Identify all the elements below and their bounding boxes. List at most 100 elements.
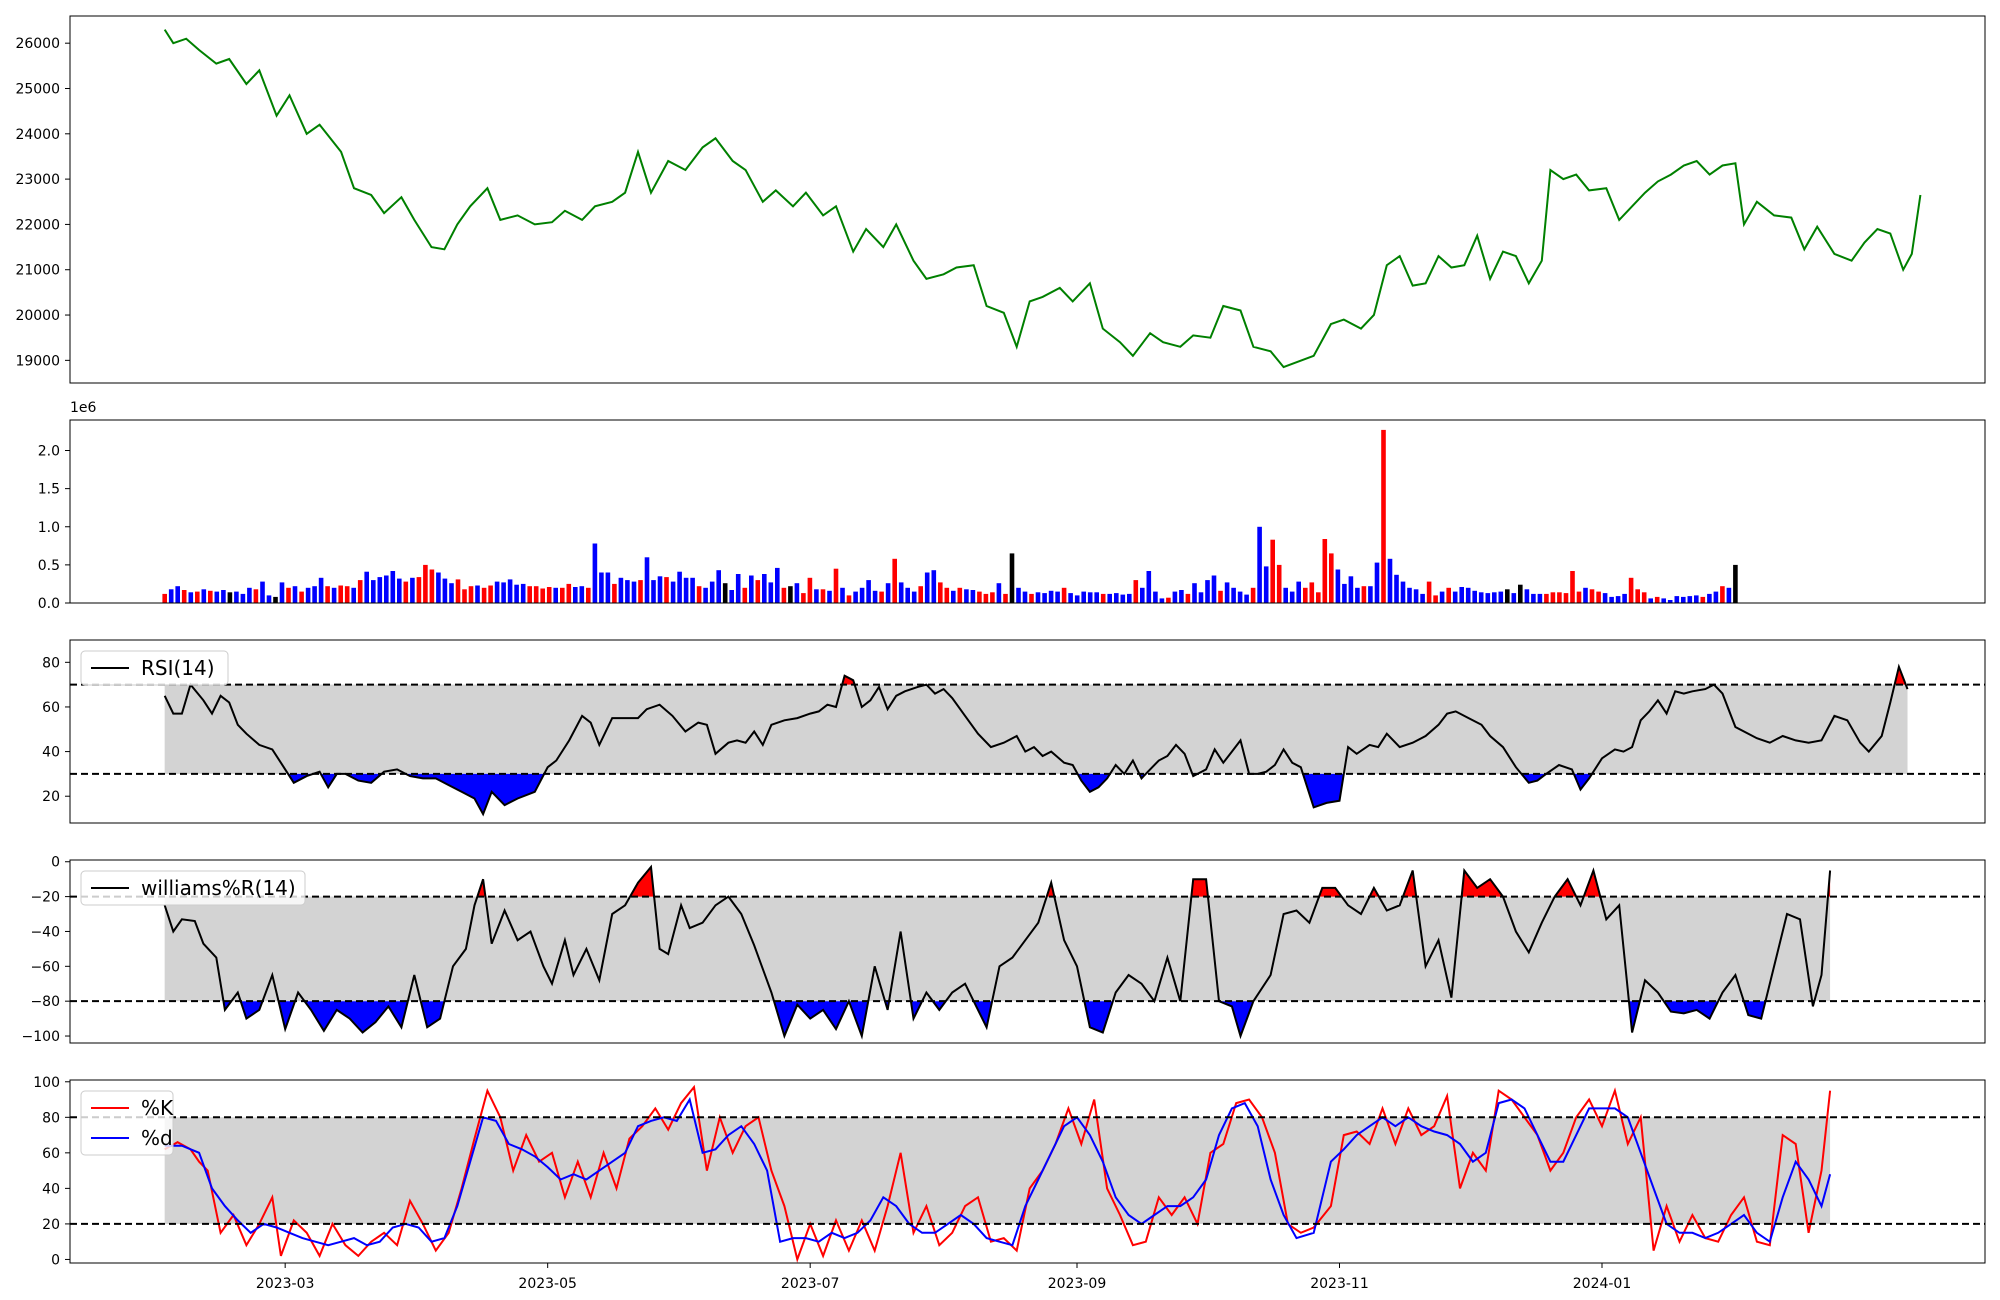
volume-bar <box>892 558 897 603</box>
volume-bar <box>1439 591 1445 603</box>
volume-bar <box>390 571 396 603</box>
volume-bar <box>1374 562 1380 603</box>
stochastic-series-line <box>164 1096 1832 1247</box>
volume-bar <box>996 583 1002 603</box>
volume-bar <box>331 587 337 604</box>
volume-bar <box>1361 586 1367 603</box>
volume-bar <box>1537 593 1543 603</box>
volume-bar <box>1237 591 1243 603</box>
volume-bar <box>677 571 682 603</box>
volume-bar <box>664 577 669 603</box>
volume-bar <box>820 589 826 603</box>
volume-bar <box>1452 591 1458 603</box>
volume-bar <box>1459 587 1464 603</box>
volume-bar <box>1726 587 1732 604</box>
oversold-fill <box>240 1001 263 1019</box>
volume-bar <box>397 578 402 603</box>
oversold-fill <box>1743 1001 1766 1019</box>
volume-bar <box>533 586 539 603</box>
volume-bar <box>1381 429 1386 603</box>
volume-bar <box>1465 587 1471 604</box>
volume-bar <box>1250 587 1256 604</box>
volume-bar <box>318 577 324 603</box>
volume-bar <box>455 579 461 603</box>
overbought-fill <box>842 675 855 685</box>
volume-offset-label: 1e6 <box>70 400 97 416</box>
legend-box <box>80 870 306 906</box>
volume-bar <box>657 576 663 603</box>
volume-bar <box>670 581 676 603</box>
volume-bar <box>1498 591 1504 603</box>
volume-bar <box>1641 592 1647 603</box>
volume-bar <box>742 587 748 604</box>
volume-bar <box>442 578 448 603</box>
volume-bar <box>1615 596 1621 603</box>
y-tick-label: −80 <box>30 994 60 1010</box>
volume-bar <box>1263 566 1269 603</box>
volume-bar <box>312 586 317 603</box>
y-tick-label: 0 <box>51 855 60 871</box>
volume-bar <box>1309 582 1315 603</box>
volume-bar <box>866 580 871 603</box>
volume-bar <box>520 583 526 603</box>
volume-bar <box>1531 593 1536 603</box>
volume-bar <box>436 572 441 603</box>
volume-bar <box>781 587 787 604</box>
y-tick-label: 19000 <box>15 353 60 369</box>
volume-bar <box>560 587 565 604</box>
volume-bar <box>840 587 845 604</box>
y-tick-label: 60 <box>42 700 60 716</box>
volume-bar <box>983 593 989 603</box>
volume-bar <box>1557 592 1562 603</box>
volume-bar <box>1524 589 1530 603</box>
rsi-line <box>163 663 1909 817</box>
volume-bar <box>234 591 239 603</box>
volume-bar <box>1322 539 1328 603</box>
y-tick-label: −60 <box>30 959 60 975</box>
volume-bar <box>735 574 741 603</box>
volume-bar <box>1661 598 1666 603</box>
volume-bar <box>729 590 734 603</box>
volume-bar <box>1003 593 1008 603</box>
y-tick-label: 26000 <box>15 36 60 52</box>
volume-bar <box>514 584 519 603</box>
volume-bar <box>384 575 389 603</box>
volume-bar <box>853 591 858 603</box>
volume-bar <box>1335 569 1341 603</box>
volume-bar <box>592 543 598 603</box>
volume-bar <box>1205 580 1210 603</box>
volume-bar <box>1342 583 1347 603</box>
rsi-panel: 20 40 60 80 RSI(14) <box>42 639 1986 824</box>
volume-bar <box>755 580 761 603</box>
y-tick-label: 21000 <box>15 263 60 279</box>
oversold-fill <box>278 1001 295 1030</box>
y-tick-label: 20000 <box>15 308 60 324</box>
x-tick-label: 2023-07 <box>781 1276 840 1292</box>
volume-bar <box>540 588 545 603</box>
volume-frame <box>69 419 1986 604</box>
oversold-fill <box>1302 773 1344 808</box>
volume-bar <box>1283 587 1288 604</box>
volume-bar <box>911 591 917 603</box>
y-tick-label: 2.0 <box>38 444 60 460</box>
volume-bar <box>794 583 800 603</box>
volume-bar <box>527 586 532 603</box>
volume-bar <box>905 587 910 604</box>
volume-bar <box>579 586 585 603</box>
volume-bar <box>612 583 617 603</box>
y-tick-label: 1.5 <box>38 482 60 498</box>
volume-bar <box>1257 526 1262 604</box>
y-tick-label: 25000 <box>15 81 60 97</box>
volume-bar <box>1387 558 1393 603</box>
volume-bar <box>931 570 937 603</box>
volume-bar <box>807 577 813 603</box>
volume-bar <box>299 591 304 603</box>
stochastic-band <box>164 1117 1831 1224</box>
volume-bar <box>814 589 819 603</box>
x-tick-label: 2023-05 <box>518 1276 577 1292</box>
volume-bar <box>990 592 995 603</box>
volume-bar <box>253 589 259 603</box>
volume-bar <box>357 580 363 603</box>
volume-bar <box>833 568 839 603</box>
volume-bar <box>364 571 369 603</box>
